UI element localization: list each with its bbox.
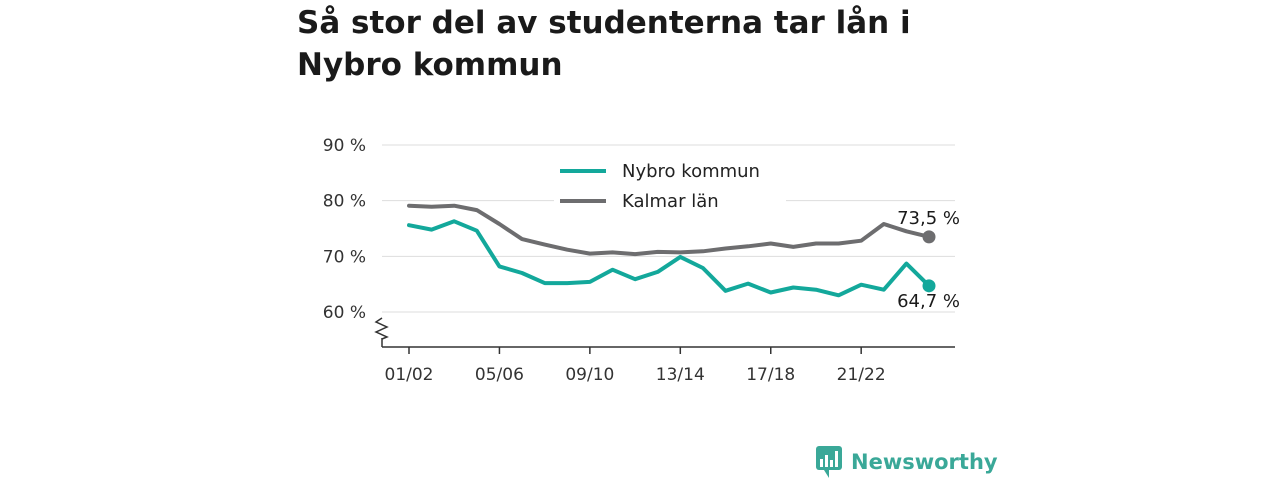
legend-label-kalmar-län: Kalmar län [622, 191, 719, 212]
end-point-nybro-kommun [922, 279, 936, 293]
line-chart: 60 % 70 % 80 % 90 % 01/02 05/06 09/10 13/14 17/1… [323, 136, 960, 385]
y-tick-label: 70 % [323, 247, 366, 267]
newsworthy-logo-icon [816, 446, 842, 478]
x-tick-label: 17/18 [746, 365, 795, 385]
x-tick-label: 21/22 [837, 365, 886, 385]
legend: Nybro kommun Kalmar län [554, 157, 786, 213]
series-lines [407, 203, 936, 298]
end-label-nybro: 64,7 % [897, 291, 960, 312]
x-tick-label: 09/10 [565, 365, 614, 385]
y-axis-break-icon [374, 317, 389, 340]
chart-title: Så stor del av studenterna tar lån i Nyb… [297, 5, 911, 83]
y-tick-label: 80 % [323, 192, 366, 212]
series-line-nybro-kommun [407, 219, 931, 298]
end-labels: 73,5 % 64,7 % [897, 208, 960, 312]
end-point-kalmar-län [922, 230, 936, 244]
x-tick-label: 05/06 [475, 365, 524, 385]
series-line-kalmar-län [407, 203, 931, 257]
brand-name: Newsworthy [851, 450, 998, 474]
axes: 60 % 70 % 80 % 90 % 01/02 05/06 09/10 13/14 17/1… [323, 136, 955, 385]
y-tick-label: 60 % [323, 303, 366, 323]
y-tick-label: 90 % [323, 136, 366, 156]
x-tick-label: 13/14 [656, 365, 705, 385]
newsworthy-brand[interactable]: Newsworthy [815, 444, 998, 480]
end-label-kalmar: 73,5 % [897, 208, 960, 229]
x-tick-label: 01/02 [385, 365, 434, 385]
legend-label-nybro-kommun: Nybro kommun [622, 161, 760, 182]
